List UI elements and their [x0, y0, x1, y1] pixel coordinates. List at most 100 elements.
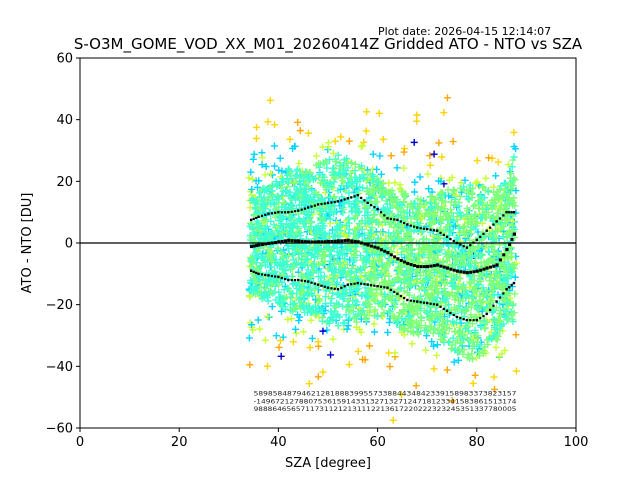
scatter-point: [249, 260, 257, 268]
scatter-point: [365, 300, 373, 308]
scatter-point: [252, 134, 260, 142]
scatter-point: [475, 204, 483, 212]
series-point-lower-envelope: [510, 284, 513, 287]
series-point-upper-envelope: [360, 196, 363, 199]
scatter-point: [295, 201, 303, 209]
series-point-upper-envelope: [416, 226, 419, 229]
scatter-point: [454, 337, 462, 345]
scatter-point: [247, 276, 255, 284]
scatter-point: [300, 328, 308, 336]
scatter-point: [261, 261, 269, 269]
scatter-point: [430, 365, 438, 373]
scatter-point: [324, 139, 332, 147]
scatter-point: [434, 204, 442, 212]
scatter-point: [339, 204, 347, 212]
scatter-point: [415, 295, 423, 303]
scatter-point: [347, 181, 355, 189]
scatter-point: [318, 194, 326, 202]
scatter-point: [439, 240, 447, 248]
series-point-lower-envelope: [350, 283, 353, 286]
scatter-point: [391, 179, 399, 187]
scatter-point: [261, 205, 269, 213]
scatter-point: [475, 306, 483, 314]
scatter-point: [378, 192, 386, 200]
scatter-point: [396, 284, 404, 292]
scatter-point: [245, 174, 253, 182]
scatter-point: [358, 355, 366, 363]
scatter-point: [273, 278, 281, 286]
scatter-point: [379, 135, 387, 143]
scatter-point: [353, 298, 361, 306]
y-tick-label: −60: [46, 422, 73, 437]
scatter-point: [297, 232, 305, 240]
scatter-point: [340, 319, 348, 327]
series-point-median: [409, 263, 413, 267]
scatter-point: [375, 109, 383, 117]
series-point-upper-envelope: [316, 203, 320, 206]
scatter-point: [438, 153, 446, 161]
scatter-point: [263, 362, 271, 370]
series-point-lower-envelope: [399, 294, 402, 298]
scatter-point: [334, 151, 342, 159]
scatter-point: [431, 312, 439, 320]
scatter-point: [455, 224, 463, 232]
scatter-point: [421, 210, 429, 218]
series-point-upper-envelope: [432, 229, 436, 232]
scatter-point: [433, 351, 441, 359]
scatter-point: [392, 320, 400, 328]
scatter-point: [319, 327, 327, 335]
scatter-point: [496, 186, 504, 194]
scatter-point: [319, 314, 327, 322]
scatter-point: [420, 201, 428, 209]
scatter-point: [426, 283, 434, 291]
scatter-point: [441, 198, 449, 206]
scatter-point: [382, 197, 390, 205]
scatter-point: [500, 264, 508, 272]
scatter-point: [288, 272, 296, 280]
scatter-point: [252, 259, 260, 267]
scatter-point: [386, 204, 394, 212]
scatter-point: [326, 208, 334, 216]
x-tick-label: 20: [171, 435, 188, 450]
scatter-point: [493, 209, 501, 217]
scatter-point: [329, 335, 337, 343]
scatter-point: [400, 274, 408, 282]
scatter-point: [325, 230, 333, 238]
scatter-point: [404, 268, 412, 276]
series-point-lower-envelope: [485, 312, 488, 316]
scatter-point: [448, 280, 456, 288]
scatter-point: [387, 152, 395, 160]
scatter-point: [456, 275, 464, 283]
scatter-point: [433, 341, 441, 349]
scatter-point: [446, 337, 454, 345]
scatter-point: [457, 212, 465, 220]
scatter-point: [453, 257, 461, 265]
scatter-point: [348, 207, 356, 215]
series-point-median: [310, 240, 314, 244]
scatter-point: [295, 254, 303, 262]
scatter-point: [297, 249, 305, 257]
scatter-point: [267, 170, 275, 178]
scatter-point: [424, 328, 432, 336]
scatter-point: [286, 135, 294, 143]
series-point-median: [472, 270, 476, 274]
scatter-point: [351, 167, 359, 175]
series-point-upper-envelope: [303, 207, 307, 210]
scatter-point: [455, 202, 463, 210]
scatter-point: [305, 173, 313, 181]
series-point-lower-envelope: [369, 284, 373, 287]
scatter-point: [278, 203, 286, 211]
series-point-lower-envelope: [333, 287, 336, 290]
scatter-point: [373, 165, 381, 173]
scatter-point: [441, 191, 449, 199]
scatter-point: [498, 216, 506, 224]
scatter-point: [343, 246, 351, 254]
scatter-point: [308, 208, 316, 216]
series-point-lower-envelope: [290, 279, 293, 282]
scatter-point: [314, 197, 322, 205]
scatter-point: [477, 192, 485, 200]
series-point-lower-envelope: [270, 274, 273, 278]
series-point-lower-envelope: [330, 287, 333, 290]
scatter-point: [351, 160, 359, 168]
series-point-median: [422, 265, 426, 269]
